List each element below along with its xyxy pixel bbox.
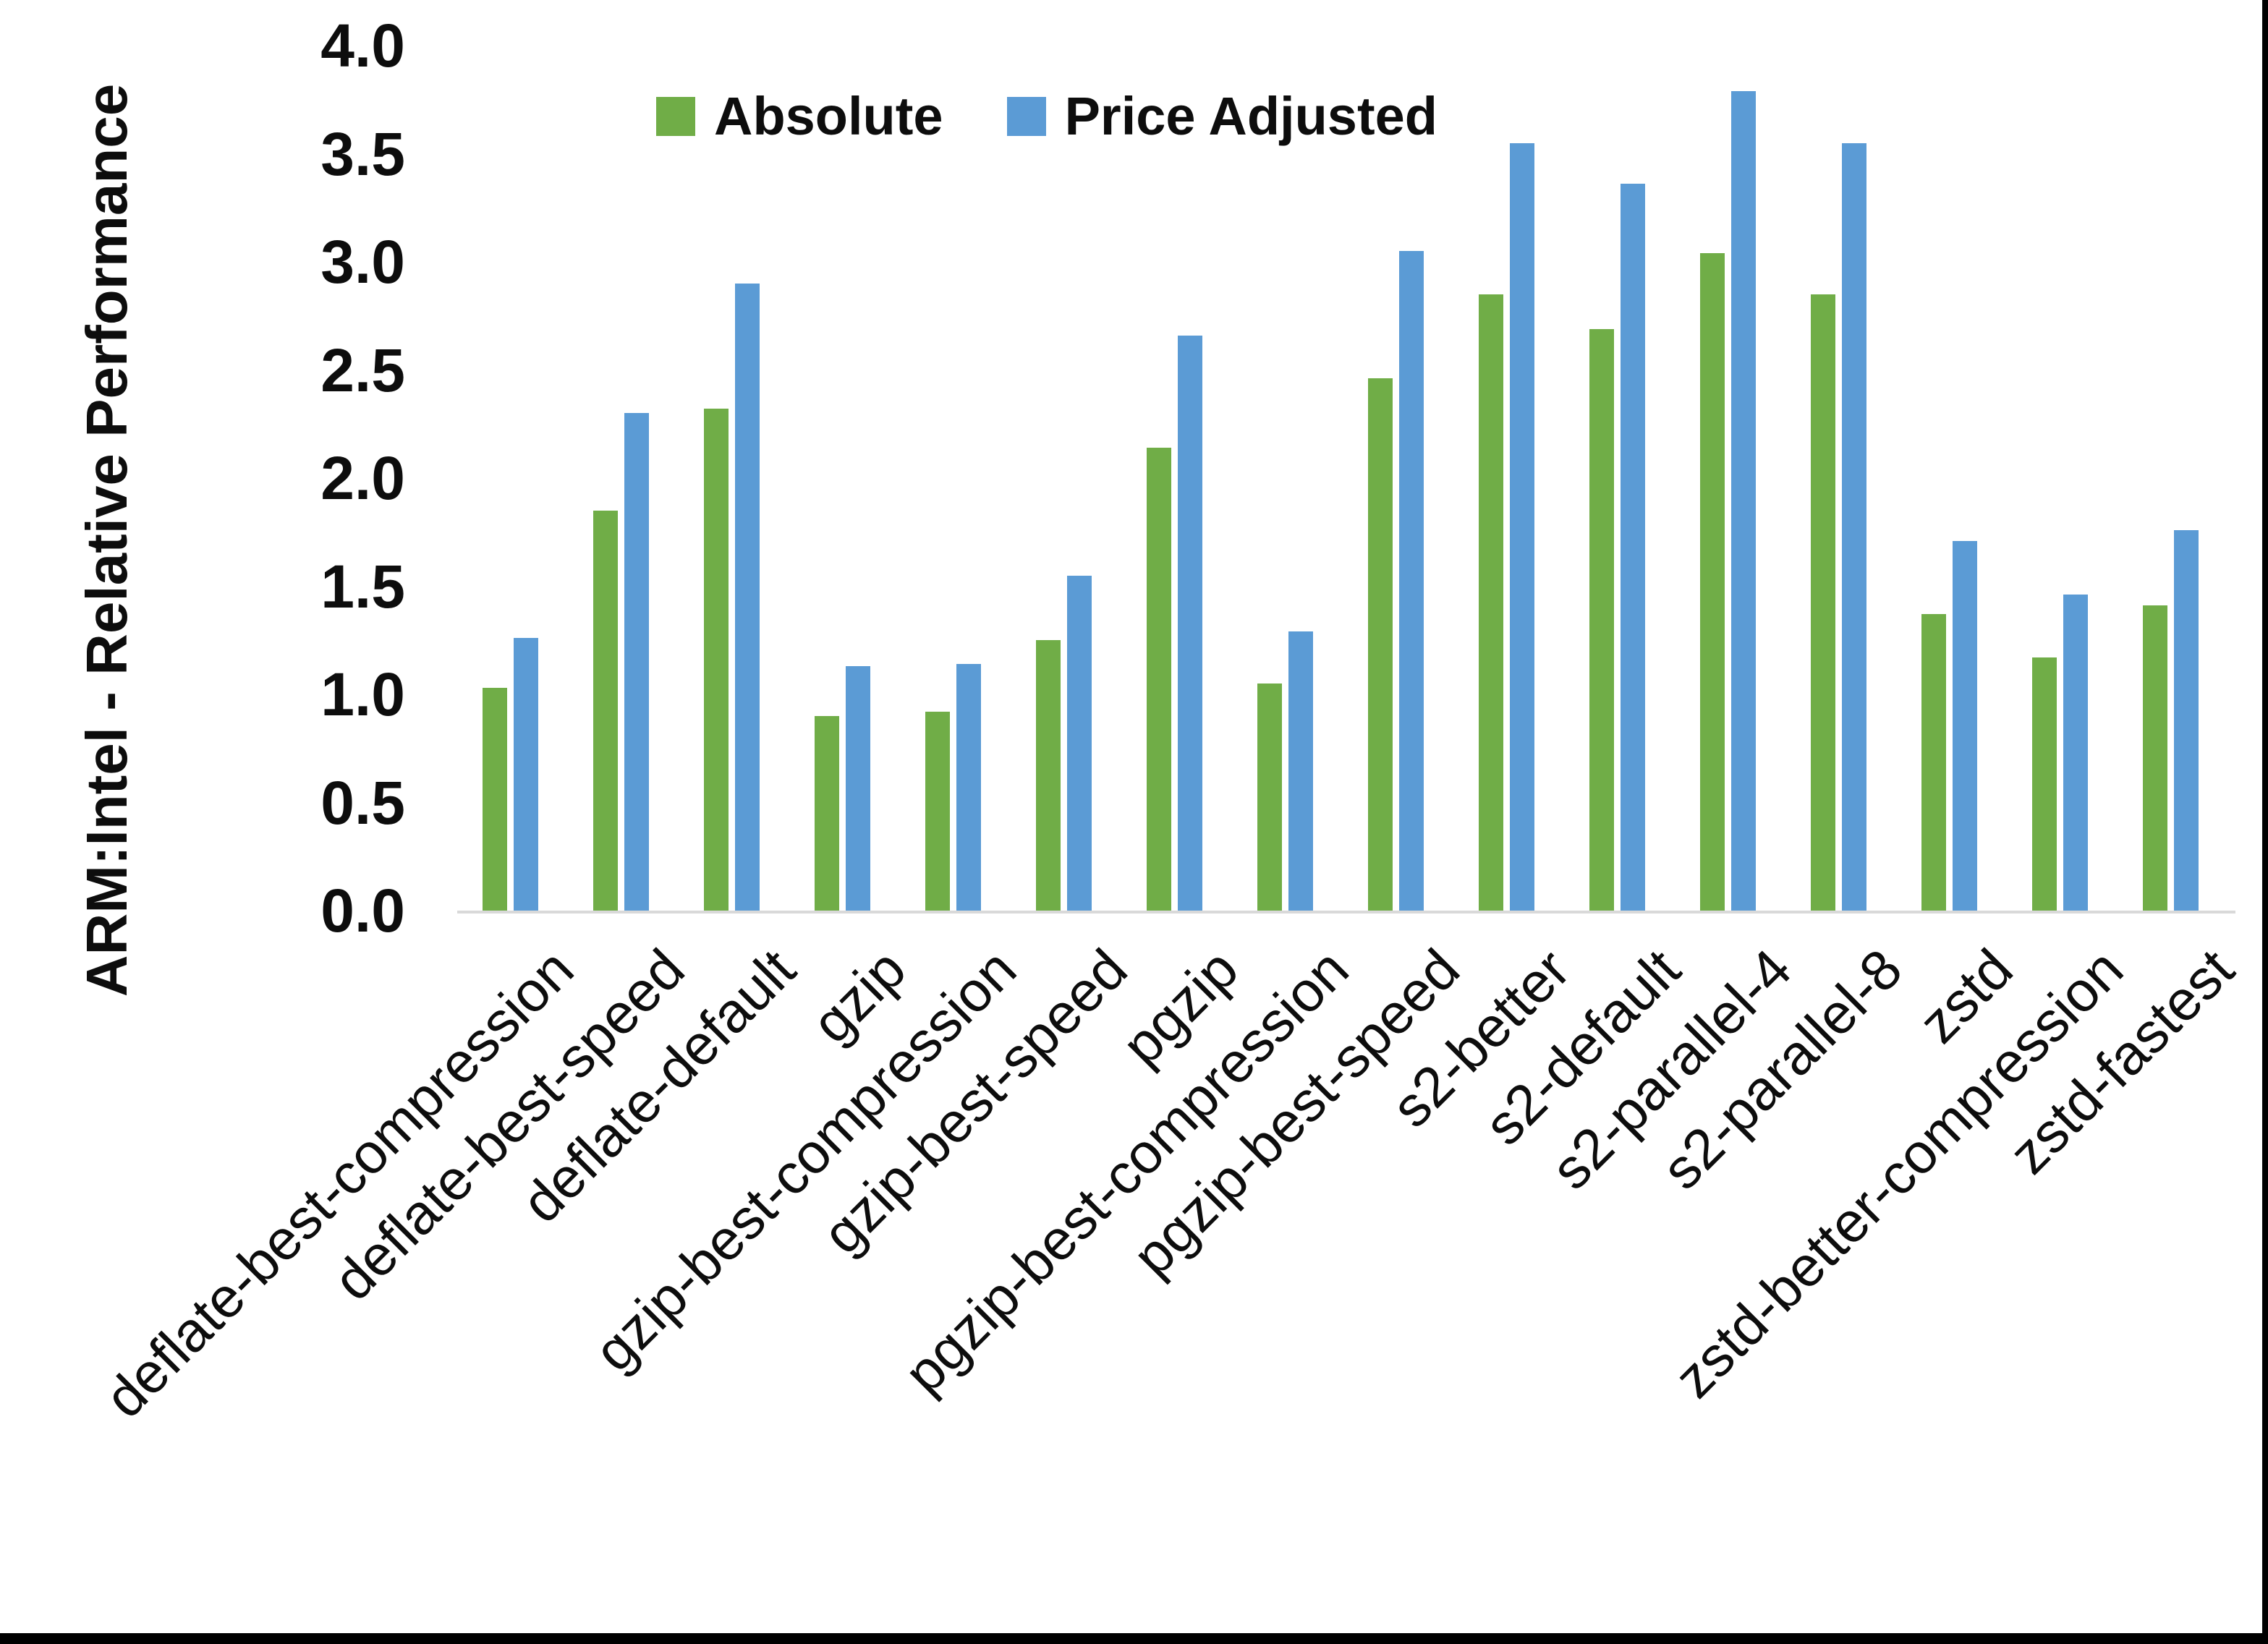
bar-absolute-pgzip-best-compression <box>1257 683 1282 911</box>
bar-price-adjusted-s2-parallel-8 <box>1842 143 1866 911</box>
y-tick-label: 2.0 <box>320 444 405 512</box>
bar-price-adjusted-pgzip-best-speed <box>1399 251 1424 911</box>
bar-absolute-deflate-best-compression <box>483 688 507 911</box>
y-tick-label: 3.5 <box>320 119 405 188</box>
window-edge-right <box>2262 0 2268 1644</box>
category-slot-pgzip-best-compression <box>1232 46 1343 911</box>
bar-absolute-deflate-best-speed <box>593 511 618 911</box>
legend-swatch-absolute <box>656 97 695 136</box>
bar-absolute-s2-default <box>1589 329 1614 911</box>
bar-price-adjusted-zstd-better-compression <box>2063 595 2088 911</box>
bar-price-adjusted-pgzip-best-compression <box>1288 631 1313 911</box>
bar-price-adjusted-deflate-best-speed <box>624 413 649 911</box>
bar-price-adjusted-zstd <box>1953 541 1977 911</box>
y-tick-label: 4.0 <box>320 12 405 80</box>
bar-absolute-s2-better <box>1479 294 1503 911</box>
category-slot-pgzip <box>1121 46 1232 911</box>
bar-price-adjusted-pgzip <box>1178 336 1202 911</box>
bar-price-adjusted-s2-default <box>1621 184 1645 911</box>
plot-area <box>457 46 2235 913</box>
y-tick-label: 0.0 <box>320 877 405 945</box>
bar-absolute-pgzip-best-speed <box>1368 378 1393 911</box>
y-tick-label: 0.5 <box>320 768 405 837</box>
bar-absolute-zstd <box>1921 614 1946 911</box>
y-axis-title: ARM:Intel - Relative Performance <box>75 83 139 997</box>
category-slot-gzip-best-speed <box>1011 46 1121 911</box>
category-slot-zstd <box>1896 46 2007 911</box>
category-slot-s2-better <box>1453 46 1564 911</box>
bar-price-adjusted-gzip <box>846 666 870 911</box>
bar-absolute-zstd-better-compression <box>2032 657 2057 911</box>
category-slot-deflate-best-speed <box>568 46 679 911</box>
bar-price-adjusted-gzip-best-compression <box>956 664 981 911</box>
legend-label-absolute: Absolute <box>714 86 943 146</box>
y-tick-label: 3.0 <box>320 228 405 296</box>
legend-label-price-adjusted: Price Adjusted <box>1064 86 1437 146</box>
bar-price-adjusted-gzip-best-speed <box>1067 576 1092 911</box>
bar-price-adjusted-deflate-best-compression <box>514 638 538 911</box>
bar-absolute-zstd-fastest <box>2143 605 2167 911</box>
category-slot-deflate-best-compression <box>457 46 568 911</box>
bar-absolute-deflate-default <box>704 409 729 911</box>
x-category-label-deflate-best-compression: deflate-best-compression <box>93 937 586 1430</box>
category-slot-gzip <box>789 46 900 911</box>
category-slot-pgzip-best-speed <box>1343 46 1453 911</box>
bar-absolute-gzip-best-speed <box>1036 640 1061 911</box>
category-slot-s2-parallel-8 <box>1785 46 1896 911</box>
y-tick-label: 2.5 <box>320 336 405 404</box>
category-slot-s2-parallel-4 <box>1675 46 1785 911</box>
category-slot-zstd-better-compression <box>2007 46 2118 911</box>
bar-absolute-s2-parallel-4 <box>1700 253 1725 911</box>
category-slot-gzip-best-compression <box>900 46 1011 911</box>
legend: Absolute Price Adjusted <box>656 86 1437 146</box>
bar-absolute-pgzip <box>1147 448 1171 911</box>
y-tick-label: 1.5 <box>320 552 405 621</box>
category-slot-zstd-fastest <box>2118 46 2228 911</box>
bar-price-adjusted-s2-parallel-4 <box>1731 91 1756 911</box>
category-slot-s2-default <box>1564 46 1675 911</box>
category-slot-deflate-default <box>679 46 789 911</box>
bar-absolute-s2-parallel-8 <box>1811 294 1835 911</box>
y-tick-label: 1.0 <box>320 660 405 728</box>
window-edge-bottom <box>0 1633 2268 1644</box>
bar-price-adjusted-s2-better <box>1510 143 1534 911</box>
bar-price-adjusted-deflate-default <box>735 284 760 911</box>
bar-price-adjusted-zstd-fastest <box>2174 530 2199 911</box>
bar-absolute-gzip-best-compression <box>925 712 950 911</box>
bar-absolute-gzip <box>815 716 839 911</box>
legend-swatch-price-adjusted <box>1006 97 1046 136</box>
